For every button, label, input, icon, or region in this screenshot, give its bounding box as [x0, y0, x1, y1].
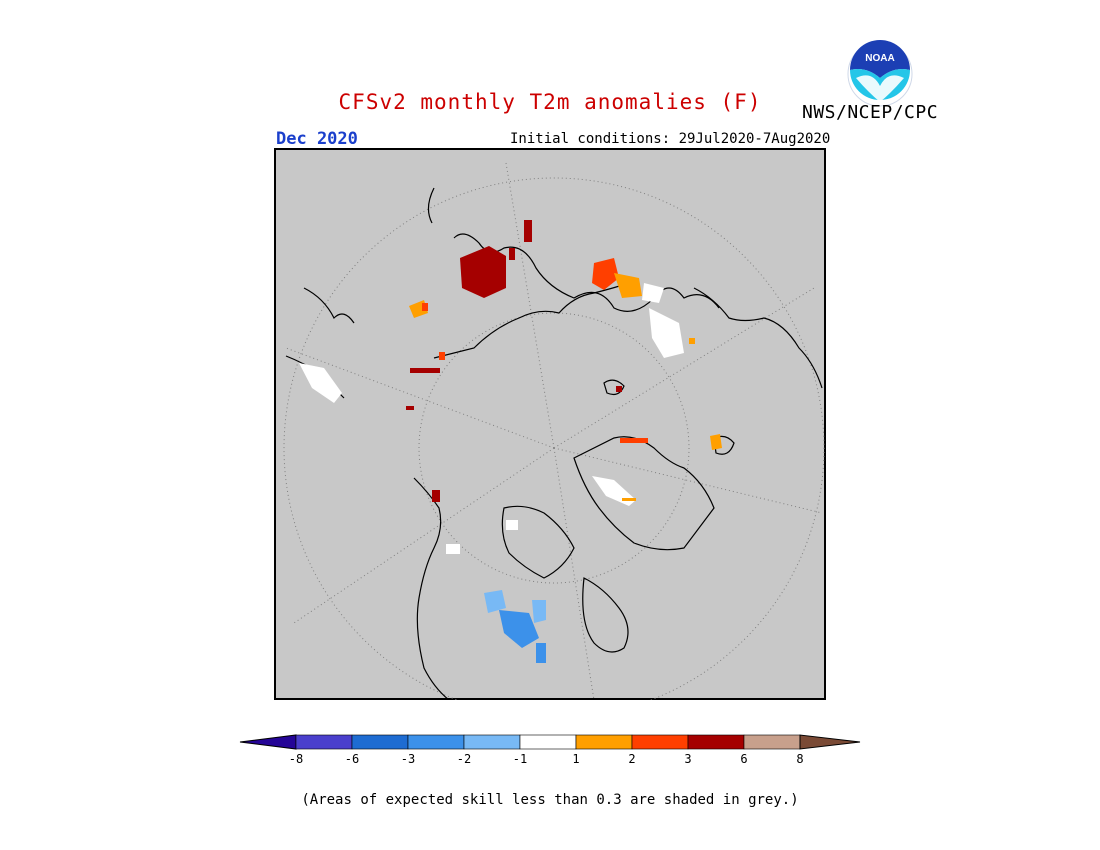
anomaly-patch	[689, 338, 695, 344]
legend-tick-label: -2	[456, 752, 472, 766]
legend-swatch	[351, 734, 409, 750]
anomaly-patch	[410, 368, 440, 373]
legend-swatch	[631, 734, 689, 750]
legend-tick-label: 3	[684, 752, 692, 766]
legend-swatch	[295, 734, 353, 750]
polar-map	[274, 148, 826, 700]
meridian-line	[553, 447, 595, 700]
anomaly-patch	[484, 590, 506, 613]
graticule	[283, 162, 825, 700]
anomaly-patch	[620, 438, 648, 443]
month-label: Dec 2020	[276, 129, 358, 149]
skill-footnote: (Areas of expected skill less than 0.3 a…	[301, 792, 799, 808]
anomaly-patch	[499, 610, 539, 648]
legend-labels: -8 -6 -3 -2 -1 1 2 3 6 8	[0, 752, 1100, 772]
legend-swatch	[743, 734, 801, 750]
coastline-arctic-islands	[501, 505, 575, 579]
logo-text: NOAA	[865, 53, 894, 64]
anomaly-patch	[509, 248, 515, 260]
legend-tick-label: -3	[400, 752, 416, 766]
anomaly-patch	[460, 246, 506, 298]
latitude-circle-inner	[418, 312, 690, 584]
anomaly-patch	[642, 283, 664, 303]
coastlines	[285, 187, 823, 700]
coastline-siberia	[693, 287, 823, 389]
anomaly-patch	[614, 273, 642, 298]
initial-conditions-label: Initial conditions: 29Jul2020-7Aug2020	[510, 131, 831, 147]
anomaly-patch	[532, 600, 546, 623]
meridian-line	[505, 162, 555, 449]
anomaly-patch	[616, 386, 622, 392]
agency-label: NWS/NCEP/CPC	[802, 102, 939, 123]
anomaly-patch	[592, 258, 619, 290]
coastline-north-america	[413, 477, 450, 700]
legend-tick-label: 8	[796, 752, 804, 766]
anomaly-patch	[622, 498, 636, 501]
legend-tick-label: 2	[628, 752, 636, 766]
noaa-logo-icon: NOAA	[847, 40, 913, 107]
legend-swatch-min	[239, 734, 297, 750]
legend-tick-label: -8	[288, 752, 304, 766]
anomaly-patch	[524, 220, 532, 242]
coastline-hudson-bay	[582, 577, 629, 653]
coastline-greenland	[573, 436, 715, 551]
legend-tick-label: 6	[740, 752, 748, 766]
legend-tick-label: 1	[572, 752, 580, 766]
coastline-russia	[433, 282, 630, 359]
meridian-line	[293, 447, 555, 624]
coastline-svalbard	[603, 379, 625, 396]
legend-tick-label: -1	[512, 752, 528, 766]
anomaly-patch	[432, 490, 440, 502]
anomaly-patch	[422, 303, 428, 311]
legend-tick-label: -6	[344, 752, 360, 766]
anomaly-patches	[299, 220, 722, 663]
legend-colorbar	[239, 734, 861, 750]
anomaly-patch	[710, 434, 722, 450]
anomaly-patch	[536, 643, 546, 663]
chart-title: CFSv2 monthly T2m anomalies (F)	[338, 90, 762, 114]
legend-swatches	[239, 734, 861, 750]
anomaly-patch	[649, 308, 684, 358]
latitude-circle-outer	[283, 177, 825, 700]
anomaly-patch	[506, 520, 518, 530]
anomaly-patch	[446, 544, 460, 554]
legend-swatch	[519, 734, 577, 750]
coastline-iceland	[713, 435, 735, 455]
legend-swatch	[463, 734, 521, 750]
meridian-line	[553, 287, 815, 449]
legend-swatch	[687, 734, 745, 750]
legend-swatch-max	[799, 734, 861, 750]
legend-swatch	[407, 734, 465, 750]
anomaly-patch	[299, 363, 342, 403]
anomaly-patch	[406, 406, 414, 410]
legend-swatch	[575, 734, 633, 750]
anomaly-patch	[439, 352, 445, 360]
